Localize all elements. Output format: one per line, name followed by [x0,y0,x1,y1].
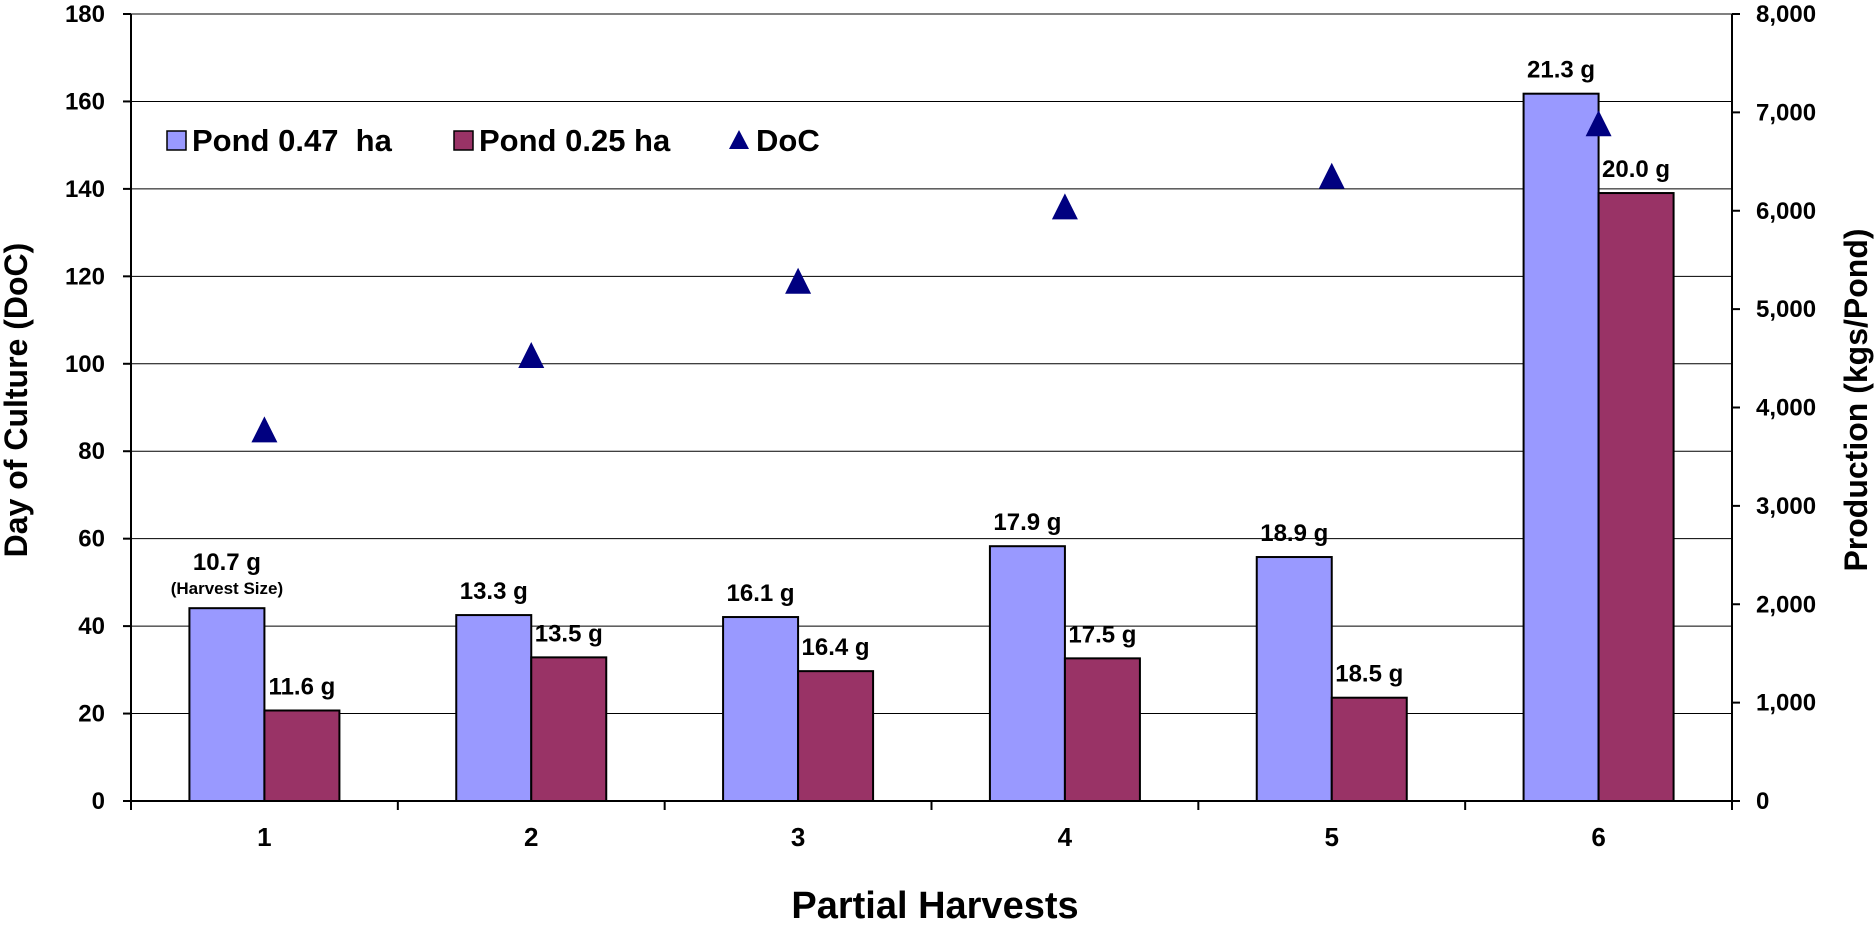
legend-label-pond-025: Pond 0.25 ha [479,123,671,158]
y-tick-label: 40 [78,613,105,640]
x-tick-label: 5 [1325,822,1339,852]
legend-swatch-pond-025 [453,130,474,151]
y-tick-label: 80 [78,438,105,465]
bar-pond-047-6 [1522,92,1600,802]
bar-label-pond-047-1: 10.7 g [193,549,261,576]
bar-pond-025-3 [797,670,875,803]
y2-axis-ticks: 0 1,000 2,000 3,000 4,000 5,000 6,000 7,000 8,00… [1732,1,1816,815]
y2-axis-title: Production (kgs/Pond) [1838,228,1874,571]
bar-label-pond-047-5: 18.9 g [1260,520,1328,547]
doc-point-5 [1318,162,1345,189]
y2-tick-label: 5,000 [1756,296,1816,323]
bars [188,92,1675,803]
y2-tick-label: 6,000 [1756,198,1816,225]
bar-label-pond-047-6: 21.3 g [1527,57,1595,84]
y-tick-label: 140 [65,176,105,203]
legend-label-pond-047: Pond 0.47 ha [192,123,393,158]
y-tick-label: 180 [65,1,105,28]
y-tick-label: 160 [65,88,105,115]
y-axis-title: Day of Culture (DoC) [0,243,34,558]
bar-label-pond-047-4: 17.9 g [993,509,1061,536]
bar-pond-025-6 [1597,192,1675,803]
x-tick-label: 1 [257,822,271,852]
legend-swatch-pond-047 [166,130,187,151]
bar-pond-047-5 [1255,556,1333,803]
y2-tick-label: 3,000 [1756,493,1816,520]
bar-label-pond-025-6: 20.0 g [1602,156,1670,183]
bar-label-pond-047-3: 16.1 g [727,580,795,607]
bar-label-pond-025-5: 18.5 g [1335,661,1403,688]
bar-pond-025-5 [1330,696,1408,802]
y-tick-label: 0 [92,788,105,815]
x-tick-label: 4 [1058,822,1073,852]
y-tick-label: 60 [78,526,105,553]
bar-pond-047-2 [455,614,533,802]
x-axis-title: Partial Harvests [791,885,1078,927]
bar-pond-047-3 [722,616,800,802]
bar-pond-047-1 [188,607,266,802]
bar-label-pond-047-2: 13.3 g [460,578,528,605]
bar-label-pond-025-4: 17.5 g [1068,621,1136,648]
bar-pond-047-4 [988,545,1066,802]
gridlines [131,13,1732,715]
x-axis-ticks: 1 2 3 4 5 6 [130,801,1733,852]
x-tick-label: 3 [791,822,805,852]
y-tick-label: 100 [65,351,105,378]
bar-pond-025-2 [530,656,608,802]
x-tick-label: 2 [524,822,538,852]
bar-label-pond-025-2: 13.5 g [535,620,603,647]
bar-label-pond-025-1: 11.6 g [269,673,336,700]
doc-point-2 [518,342,545,369]
bar-pond-025-1 [263,709,341,802]
y-tick-label: 120 [65,263,105,290]
x-tick-label: 6 [1591,822,1605,852]
y2-tick-label: 8,000 [1756,1,1816,28]
y-tick-label: 20 [78,701,105,728]
doc-point-4 [1051,193,1078,220]
doc-point-3 [785,267,812,294]
doc-point-1 [251,416,278,443]
bar-pond-025-4 [1063,657,1141,803]
legend-marker-doc [729,130,749,149]
doc-points [251,110,1612,443]
bar-labels: 10.7 g (Harvest Size) 11.6 g 13.3 g 13.5 g 16… [171,57,1670,701]
y-axis-ticks: 0 20 40 60 80 100 120 140 160 180 [65,1,131,815]
doc-point-6 [1585,110,1612,137]
bar-label-pond-025-3: 16.4 g [802,634,870,661]
legend-label-doc: DoC [756,123,820,158]
y2-tick-label: 4,000 [1756,395,1816,422]
y2-tick-label: 7,000 [1756,99,1816,126]
legend: Pond 0.47 ha Pond 0.25 ha DoC [166,123,820,158]
y2-tick-label: 1,000 [1756,690,1816,717]
harvest-size-annotation: (Harvest Size) [171,579,283,598]
y2-tick-label: 2,000 [1756,591,1816,618]
y2-tick-label: 0 [1756,788,1769,815]
